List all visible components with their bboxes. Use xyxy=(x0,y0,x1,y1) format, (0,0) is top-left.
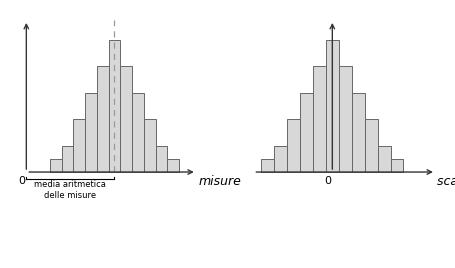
Bar xyxy=(286,119,299,172)
Bar xyxy=(61,146,73,172)
Bar xyxy=(120,66,132,172)
Bar xyxy=(155,146,167,172)
Bar xyxy=(108,40,120,172)
Bar xyxy=(73,119,85,172)
Bar xyxy=(389,159,403,172)
Bar xyxy=(261,159,273,172)
Bar xyxy=(85,93,96,172)
Bar xyxy=(364,119,377,172)
Text: misure: misure xyxy=(198,175,241,188)
Bar xyxy=(132,93,143,172)
Text: 0: 0 xyxy=(19,176,25,186)
Bar xyxy=(50,159,61,172)
Text: 0: 0 xyxy=(324,176,331,186)
Bar xyxy=(96,66,108,172)
Bar xyxy=(299,93,312,172)
Bar xyxy=(351,93,364,172)
Text: scarti (errori): scarti (errori) xyxy=(436,175,455,188)
Bar xyxy=(377,146,389,172)
Bar xyxy=(325,40,338,172)
Bar xyxy=(167,159,179,172)
Text: media aritmetica
delle misure: media aritmetica delle misure xyxy=(35,180,106,200)
Bar xyxy=(312,66,325,172)
Bar xyxy=(338,66,351,172)
Bar xyxy=(143,119,155,172)
Bar xyxy=(273,146,286,172)
